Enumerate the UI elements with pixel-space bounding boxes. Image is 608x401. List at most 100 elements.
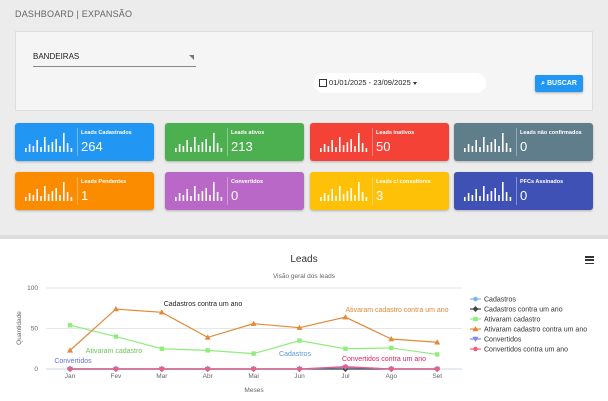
data-point	[67, 366, 73, 372]
stat-card[interactable]: Leads Pendentes 1	[15, 172, 154, 210]
stat-card-value: 3	[376, 188, 384, 203]
x-tick-label: Set	[432, 373, 442, 380]
y-axis-title: Quantidade	[16, 311, 23, 345]
card-separator	[77, 177, 78, 205]
bandeiras-select-value: BANDEIRAS	[33, 52, 80, 61]
legend-item-label[interactable]: Convertidos	[484, 337, 522, 344]
bar-chart-icon	[464, 133, 512, 152]
data-point	[67, 347, 73, 353]
leads-chart: Leads Visão geral dos leads Quantidade M…	[16, 254, 587, 394]
data-point	[472, 336, 479, 342]
page-title: DASHBOARD | EXPANSÃO	[15, 9, 133, 19]
date-range-picker[interactable]: 01/01/2025 - 23/09/2025	[314, 73, 486, 93]
stat-card-label: Leads Cadastrados	[81, 130, 132, 136]
x-tick-label: Jun	[294, 373, 305, 380]
card-separator	[372, 177, 373, 205]
data-point	[251, 351, 256, 356]
legend-item-label[interactable]: Ativaram cadastro contra um ano	[484, 327, 587, 334]
legend-item-label[interactable]: Cadastros	[484, 297, 516, 304]
stat-card-label: Leads ativos	[231, 130, 265, 136]
bar-chart-icon	[320, 133, 368, 152]
card-separator	[516, 128, 517, 156]
hamburger-icon-line	[585, 259, 594, 261]
series-annotation: Cadastros	[279, 351, 311, 358]
chart-menu-button[interactable]	[585, 256, 594, 266]
caret-down-icon	[412, 81, 417, 85]
x-axis-title: Meses	[244, 387, 264, 394]
data-point	[204, 334, 211, 340]
data-point	[113, 334, 119, 339]
data-point	[389, 366, 394, 372]
date-range-value: 01/01/2025 - 23/09/2025	[329, 78, 411, 87]
stat-card[interactable]: Leads inativos 50	[310, 123, 449, 161]
series-line	[69, 308, 438, 351]
data-point	[434, 366, 440, 372]
data-point	[251, 366, 256, 372]
x-tick-label: Abr	[203, 373, 214, 380]
x-tick-label: Ago	[386, 373, 398, 380]
stat-card[interactable]: PFCs Assinados 0	[454, 172, 593, 210]
data-point	[158, 309, 165, 315]
stat-card-label: PFCs Assinados	[520, 179, 564, 185]
x-tick-label: Fev	[110, 373, 122, 380]
dropdown-arrow-icon	[189, 55, 194, 60]
x-tick-label: Mar	[156, 373, 168, 380]
stat-card-value: 0	[520, 188, 528, 203]
stat-card[interactable]: Leads c/ consultores 3	[310, 172, 449, 210]
stat-card-value: 0	[520, 139, 528, 154]
x-tick-label: Jan	[65, 373, 76, 380]
data-point	[435, 352, 440, 357]
series-annotation: Convertidos	[54, 358, 92, 365]
data-point	[342, 314, 349, 320]
data-point	[159, 366, 165, 372]
stat-card[interactable]: Leads não confirmados 0	[454, 123, 593, 161]
data-point	[159, 346, 164, 351]
calendar-icon	[319, 79, 327, 88]
search-icon: ⌕	[541, 80, 545, 87]
stat-card-label: Leads não confirmados	[520, 130, 582, 136]
data-point	[388, 336, 395, 342]
bar-chart-icon	[175, 182, 223, 201]
data-point	[205, 366, 210, 372]
legend-item-label[interactable]: Cadastros contra um ano	[484, 307, 563, 314]
series-annotation: Cadastros contra um ano	[164, 301, 243, 308]
search-button-label: BUSCAR	[546, 80, 577, 87]
series-annotation: Ativaram cadastro contra um ano	[345, 307, 448, 314]
data-point	[112, 306, 119, 312]
legend-item-label[interactable]: Convertidos contra um ano	[484, 347, 568, 354]
stat-card-label: Leads c/ consultores	[376, 179, 431, 185]
card-separator	[516, 177, 517, 205]
data-point	[473, 346, 478, 352]
data-point	[343, 346, 348, 351]
x-tick-label: Mai	[248, 373, 258, 380]
stat-card-label: Leads Pendentes	[81, 179, 127, 185]
stat-card-value: 1	[81, 188, 89, 203]
data-point	[113, 366, 119, 372]
legend-item-label[interactable]: Ativaram cadastro	[484, 317, 541, 324]
series-annotation: Convertidos contra um ano	[342, 356, 426, 363]
search-button[interactable]: ⌕ BUSCAR	[535, 75, 583, 92]
stat-card-value: 213	[231, 139, 253, 154]
data-point	[472, 306, 479, 312]
stat-card[interactable]: Leads ativos 213	[165, 123, 304, 161]
card-separator	[77, 128, 78, 156]
data-point	[472, 326, 479, 332]
chart-panel	[0, 239, 608, 401]
card-separator	[227, 128, 228, 156]
stat-card[interactable]: Leads Cadastrados 264	[15, 123, 154, 161]
stat-card-label: Leads inativos	[376, 130, 415, 136]
card-separator	[372, 128, 373, 156]
data-point	[296, 324, 303, 330]
section-divider	[0, 235, 608, 239]
bar-chart-icon	[175, 133, 223, 152]
y-tick-label: 50	[31, 326, 39, 333]
data-point	[205, 348, 210, 353]
y-tick-label: 0	[34, 366, 38, 373]
data-point	[343, 364, 348, 369]
bandeiras-select[interactable]: BANDEIRAS	[33, 52, 196, 67]
chart-title: Leads	[290, 254, 317, 265]
series-annotation: Ativaram cadastro	[86, 348, 143, 355]
chart-subtitle: Visão geral dos leads	[273, 273, 336, 280]
stat-card[interactable]: Convertidos 0	[165, 172, 304, 210]
filter-panel: BANDEIRAS 01/01/2025 - 23/09/2025 ⌕ BUSC…	[15, 31, 593, 111]
